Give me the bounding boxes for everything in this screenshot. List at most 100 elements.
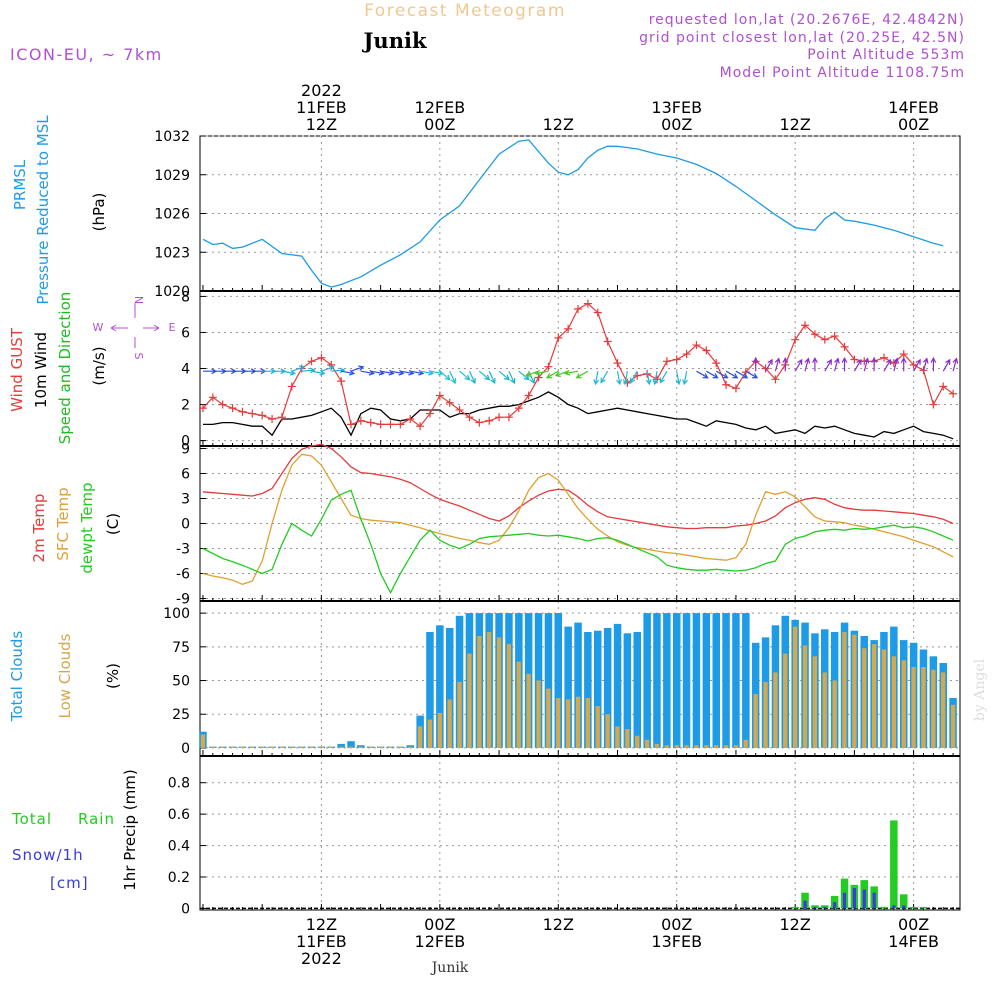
total-cloud-bar <box>682 613 691 748</box>
wind-direction-arrow <box>528 370 536 385</box>
snow-bar <box>833 902 837 909</box>
low-cloud-bar <box>832 680 837 748</box>
location-name: Junik <box>362 28 427 53</box>
wind-direction-arrow <box>593 371 600 386</box>
gust-point <box>524 391 533 400</box>
total-cloud-bar <box>732 613 740 748</box>
total-cloud-bar <box>722 613 730 748</box>
wind-direction-arrow <box>321 365 335 372</box>
snow-bar <box>852 888 856 909</box>
gust-point <box>208 393 217 402</box>
gust-point <box>830 332 839 341</box>
wind-direction-arrow <box>575 370 589 379</box>
gust-point <box>356 416 365 425</box>
gust-point <box>801 321 810 330</box>
gust-point <box>307 357 316 366</box>
compass-east: E <box>169 321 176 334</box>
wind-direction-arrow <box>622 371 629 386</box>
gust-point <box>406 414 415 423</box>
y-tick-label: 1032 <box>154 129 190 145</box>
low-cloud-bar <box>289 746 294 748</box>
low-cloud-bar <box>901 660 906 748</box>
low-cloud-bar <box>487 632 492 748</box>
gust-point <box>347 420 356 429</box>
y-tick-label: 25 <box>172 707 190 723</box>
low-cloud-bar <box>566 699 571 748</box>
wind-direction-arrow <box>900 356 907 372</box>
pressure-unit: (hPa) <box>90 193 108 232</box>
wind-direction-arrow <box>545 370 559 379</box>
clouds-unit: (%) <box>104 663 122 689</box>
wind-direction-arrow <box>563 369 579 376</box>
gust-point <box>198 404 207 413</box>
gust-point <box>850 355 859 364</box>
low-cloud-bar <box>516 661 521 748</box>
rain-bar <box>919 906 928 909</box>
gust-point <box>475 418 484 427</box>
total-cloud-bar <box>663 613 671 748</box>
gust-point <box>248 409 257 418</box>
wind-direction-arrow <box>930 356 937 372</box>
wind-direction-arrow <box>765 358 773 372</box>
time-label-top: 12Z <box>780 115 811 134</box>
total-cloud-bar <box>594 630 602 748</box>
gust-point <box>929 400 938 409</box>
wind-direction-arrow <box>291 365 306 372</box>
low-cloud-bar <box>220 746 225 748</box>
snow-bar <box>823 906 827 909</box>
time-label-bottom: 12Z <box>780 915 811 934</box>
y-tick-label: 6 <box>181 325 190 341</box>
gust-point <box>366 418 375 427</box>
wind-direction-arrow <box>824 358 832 372</box>
low-cloud-bar <box>477 636 482 748</box>
low-cloud-bar <box>457 681 462 748</box>
low-cloud-bar <box>605 714 610 748</box>
y-tick-label: -9 <box>176 592 190 608</box>
wind-direction-arrow <box>952 357 959 372</box>
low-cloud-bar <box>319 746 324 748</box>
wind-direction-arrow <box>449 370 457 385</box>
y-tick-label: 50 <box>172 674 190 690</box>
y-tick-label: 6 <box>181 467 190 483</box>
y-tick-label: 4 <box>181 362 190 378</box>
wind-direction-arrow <box>811 356 818 372</box>
pressure-line <box>202 139 944 288</box>
time-label-top: 00Z <box>661 115 692 134</box>
total-cloud-bar <box>426 632 434 748</box>
rain-bar <box>900 894 908 909</box>
total-cloud-bar <box>584 632 592 748</box>
rain-bar <box>791 906 799 909</box>
snow-bar <box>902 905 906 909</box>
time-label-top: 12FEB <box>415 98 466 117</box>
time-label-top: 12Z <box>306 115 337 134</box>
wind-direction-arrow <box>534 369 549 376</box>
snow-bar <box>872 892 876 909</box>
precip-axis-label: 1hr Precip (mm) <box>121 769 139 890</box>
time-label-top: 14FEB <box>888 98 939 117</box>
wind-direction-arrow <box>331 367 346 374</box>
low-cloud-bar <box>644 739 650 748</box>
compass-rose: W E N S <box>93 296 176 360</box>
wind-direction-arrow <box>841 356 848 372</box>
gust-point <box>317 353 326 362</box>
low-cloud-bar <box>575 696 581 748</box>
gust-point <box>287 382 296 391</box>
total-cloud-bar <box>742 613 750 748</box>
low-cloud-bar <box>279 746 285 748</box>
time-label-top: 00Z <box>898 115 929 134</box>
gust-point <box>337 377 346 386</box>
gust-point <box>238 407 247 416</box>
gridpoint-coords: grid point closest lon,lat (20.25E, 42.5… <box>639 30 965 46</box>
total-cloud-bar <box>673 613 681 748</box>
wind-direction-arrow <box>745 370 759 379</box>
wind-unit: (m/s) <box>90 346 108 385</box>
snow-bar <box>892 905 896 909</box>
y-tick-label: 75 <box>172 640 190 656</box>
panel-frames: 1020102310261029103202468-9-6-3036902550… <box>154 81 961 968</box>
time-label-bottom: 12Z <box>543 915 574 934</box>
wind-direction-arrow <box>706 370 719 379</box>
low-cloud-bar <box>950 704 956 748</box>
time-label-top: 12Z <box>543 115 574 134</box>
wind-direction-arrow <box>774 357 781 372</box>
